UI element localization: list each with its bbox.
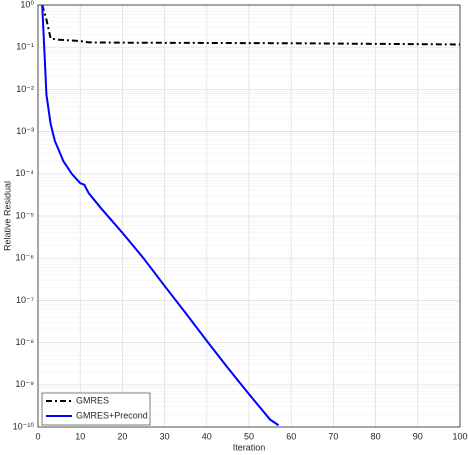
y-tick-label: 10⁻⁶ — [16, 253, 35, 263]
y-tick-label: 10⁻⁹ — [15, 379, 34, 389]
x-tick-label: 50 — [244, 431, 254, 441]
legend-label: GMRES+Precond — [76, 410, 148, 420]
y-tick-label: 10⁻⁸ — [15, 337, 34, 347]
x-tick-label: 20 — [117, 431, 127, 441]
y-tick-label: 10⁻⁴ — [15, 168, 34, 178]
y-tick-label: 10⁻⁵ — [16, 210, 35, 220]
y-tick-label: 10⁻² — [16, 84, 34, 94]
axes-box — [37, 4, 461, 428]
x-tick-label: 0 — [35, 431, 40, 441]
x-tick-label: 70 — [328, 431, 338, 441]
y-tick-label: 10⁻⁷ — [16, 295, 34, 305]
series-line — [41, 5, 460, 46]
x-axis-label: Iteration — [233, 442, 266, 452]
x-tick-label: 60 — [286, 431, 296, 441]
legend-label: GMRES — [76, 395, 109, 405]
legend-box — [41, 392, 151, 426]
x-tick-label: 100 — [452, 431, 467, 441]
y-tick-label: 10⁰ — [20, 0, 34, 9]
y-axis-label: Relative Residual — [2, 181, 12, 251]
x-tick-label: 40 — [202, 431, 212, 441]
y-tick-label: 10⁻¹ — [16, 42, 34, 52]
x-tick-label: 10 — [75, 431, 85, 441]
series-line — [41, 5, 280, 427]
y-tick-label: 10⁻¹⁰ — [13, 421, 35, 431]
x-tick-label: 30 — [160, 431, 170, 441]
y-tick-label: 10⁻³ — [16, 126, 34, 136]
x-tick-label: 80 — [371, 431, 381, 441]
x-tick-label: 90 — [413, 431, 423, 441]
